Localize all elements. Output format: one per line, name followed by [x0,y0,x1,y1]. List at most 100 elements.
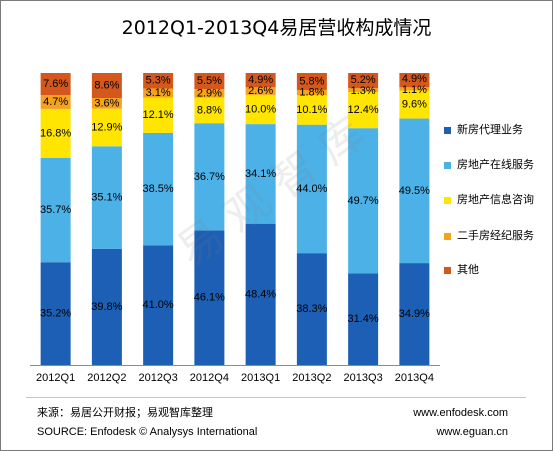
legend-label: 二手房经纪服务 [457,229,534,242]
x-tick-label-2013q2: 2013Q2 [292,372,331,384]
bar-segment-2012q2-series-1 [91,248,122,365]
x-tick-label-2013q4: 2013Q4 [395,372,434,384]
data-label-2013q1-series-4: 2.6% [248,85,273,97]
legend-marker [444,196,451,204]
bar-segment-2013q3-series-3 [348,91,379,129]
bar-segment-2013q2-series-5 [296,73,327,90]
bar-segment-2013q3-series-1 [348,273,379,365]
bar-segment-2012q3-series-1 [143,245,174,365]
bar-segment-2013q2-series-3 [296,95,327,125]
data-label-2013q4-series-3: 9.6% [402,99,427,111]
data-label-2012q3-series-1: 41.0% [143,299,174,311]
bar-segment-2012q2-series-4 [91,98,122,109]
data-label-2012q4-series-5: 5.5% [197,75,222,87]
x-tick-labels-group: 2012Q1 2012Q2 2012Q3 2012Q4 2013Q1 2013Q2 2013… [36,372,434,384]
bar-segment-2013q4-series-2 [399,118,430,264]
data-label-2013q2-series-1: 38.3% [296,303,327,315]
bar-segment-2013q2-series-2 [296,124,327,254]
data-label-2013q4-series-2: 49.5% [399,185,430,197]
bar-segment-2013q1-series-2 [245,124,276,224]
data-label-2012q1-series-4: 4.7% [43,96,68,108]
bar-segment-2013q3-series-5 [348,73,379,89]
data-label-2013q1-series-3: 10.0% [245,104,276,116]
data-labels-group: 7.6% 4.7% 16.8% 35.7% 35.2% 8.6% 3.6% 12.9% 35.1… [40,73,430,325]
bar-segment-2012q4-series-2 [194,123,225,231]
data-label-2012q2-series-5: 8.6% [94,80,119,92]
data-label-2012q1-series-5: 7.6% [43,78,68,90]
source-cn: 来源：易居公开财报；易观智库整理 [37,407,213,419]
data-label-2013q1-series-5: 4.9% [248,74,273,86]
bar-segment-2013q1-series-4 [245,87,276,95]
data-label-2012q1-series-1: 35.2% [40,308,71,320]
data-label-2013q3-series-3: 12.4% [348,104,379,116]
data-label-2012q1-series-3: 16.8% [40,127,71,139]
data-label-2013q1-series-1: 48.4% [245,288,276,300]
bar-segment-2012q3-series-4 [143,88,174,98]
bars-group [40,73,430,365]
data-label-2013q2-series-2: 44.0% [296,183,327,195]
data-label-2012q4-series-1: 46.1% [194,292,225,304]
data-label-2013q2-series-4: 1.8% [299,87,324,99]
legend-item-other: 其他 [444,261,479,279]
legend-item-secondhand-brokerage: 二手房经纪服务 [444,227,534,245]
bar-segment-2013q1-series-5 [245,73,276,88]
data-label-2012q3-series-3: 12.1% [143,109,174,121]
data-label-2013q1-series-2: 34.1% [245,168,276,180]
bar-segment-2012q1-series-3 [40,108,71,158]
data-label-2012q4-series-2: 36.7% [194,171,225,183]
bar-segment-2013q4-series-5 [399,73,430,88]
x-tick-label-2012q1: 2012Q1 [36,372,75,384]
bar-segment-2012q1-series-2 [40,157,71,263]
bar-segment-2012q2-series-5 [91,73,122,99]
bar-segment-2012q3-series-5 [143,73,174,89]
bar-segment-2012q3-series-3 [143,97,174,133]
bar-segment-2012q4-series-1 [194,230,225,365]
bar-segment-2013q3-series-4 [348,88,379,92]
bar-segment-2013q3-series-2 [348,128,379,274]
data-label-2013q4-series-5: 4.9% [402,73,427,85]
bar-segment-2012q1-series-5 [40,73,71,96]
x-tick-label-2013q3: 2013Q3 [344,372,383,384]
footer-url-eguan: www.eguan.cn [436,426,508,438]
bar-segment-2013q4-series-1 [399,263,430,365]
bar-segment-2013q4-series-3 [399,90,430,119]
data-label-2013q3-series-2: 49.7% [348,195,379,207]
data-label-2012q4-series-4: 2.9% [197,87,222,99]
data-label-2013q2-series-5: 5.8% [299,75,324,87]
bar-segment-2012q2-series-3 [91,108,122,147]
data-label-2012q3-series-4: 3.1% [146,87,171,99]
bar-segment-2012q4-series-5 [194,73,225,90]
data-label-2013q3-series-4: 1.3% [351,85,376,97]
bar-segment-2012q2-series-2 [91,146,122,249]
data-label-2013q3-series-1: 31.4% [348,313,379,325]
bar-segment-2013q4-series-4 [399,87,430,91]
footer-url-enfodesk: www.enfodesk.com [413,407,508,419]
bar-segment-2013q2-series-4 [296,89,327,96]
bar-segment-2012q4-series-3 [194,97,225,124]
bar-segment-2013q1-series-1 [245,223,276,365]
legend: 新房代理业务 房地产在线服务 房地产信息咨询 二手房经纪服务 其他 [444,121,550,281]
data-label-2013q4-series-4: 1.1% [402,84,427,96]
bar-segment-2012q3-series-2 [143,132,174,246]
legend-label: 房地产在线服务 [457,158,534,171]
data-label-2013q2-series-3: 10.1% [296,104,327,116]
bar-segment-2012q4-series-4 [194,89,225,98]
data-label-2012q3-series-5: 5.3% [146,75,171,87]
data-label-2012q4-series-3: 8.8% [197,104,222,116]
legend-item-new-home-agency: 新房代理业务 [444,121,523,139]
legend-marker [444,126,451,134]
legend-label: 其他 [457,263,479,276]
legend-label: 房地产信息咨询 [457,193,534,206]
bar-segment-2012q1-series-4 [40,95,71,109]
x-tick-label-2012q4: 2012Q4 [190,372,229,384]
legend-marker [444,266,451,274]
legend-item-info-consulting: 房地产信息咨询 [444,191,534,209]
x-tick-label-2013q1: 2013Q1 [241,372,280,384]
data-label-2012q2-series-4: 3.6% [94,97,119,109]
data-label-2012q2-series-1: 39.8% [91,301,122,313]
data-label-2012q2-series-2: 35.1% [91,192,122,204]
stacked-bar-chart: 易观智库 7.6%4.7%16.8%35.7%35.2%8.6%3.6%12.9… [30,73,440,384]
bar-segment-2013q2-series-1 [296,253,327,365]
bar-segment-2012q1-series-1 [40,262,71,365]
